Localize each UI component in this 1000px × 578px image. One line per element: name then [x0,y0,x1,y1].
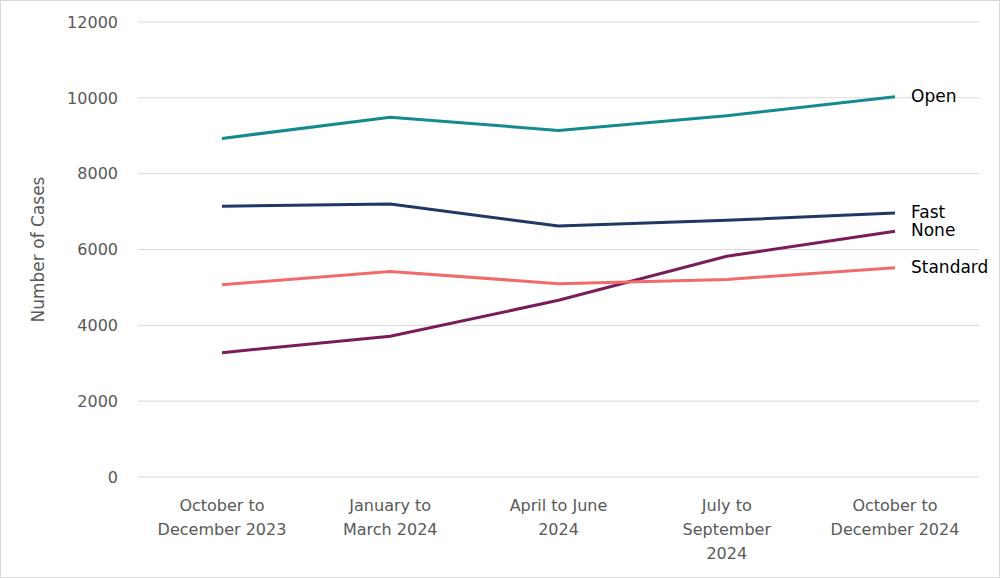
svg-text:Standard: Standard [911,257,988,277]
svg-text:6000: 6000 [77,240,118,259]
svg-text:October toDecember 2023: October toDecember 2023 [158,496,287,539]
svg-text:October toDecember 2024: October toDecember 2024 [831,496,960,539]
svg-text:None: None [911,220,955,240]
svg-text:8000: 8000 [77,164,118,183]
svg-text:Open: Open [911,86,956,106]
svg-text:0: 0 [108,468,118,487]
svg-text:July toSeptember2024: July toSeptember2024 [683,496,772,563]
svg-text:10000: 10000 [67,89,118,108]
svg-text:12000: 12000 [67,13,118,32]
svg-text:Fast: Fast [911,202,945,222]
svg-text:2000: 2000 [77,392,118,411]
svg-text:4000: 4000 [77,316,118,335]
svg-text:Number of Cases: Number of Cases [28,176,48,322]
svg-text:January toMarch 2024: January toMarch 2024 [343,496,438,539]
svg-text:April to June2024: April to June2024 [510,496,608,539]
